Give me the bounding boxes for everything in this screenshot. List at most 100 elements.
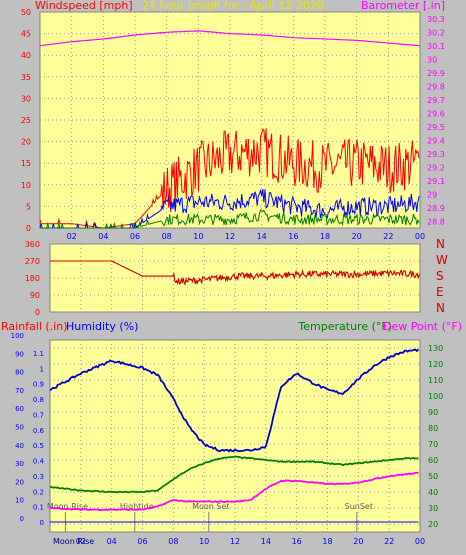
barometer-tick-label: 29.4 <box>427 136 445 145</box>
temperature-axis-ticks: 20 30 40 50 60 70 80 90 100 110 120 130 <box>428 344 443 529</box>
humidity-tick-label: 20 <box>15 478 24 486</box>
direction-tick-label: 90 <box>30 291 40 300</box>
temperature-tick-label: 80 <box>428 424 438 433</box>
event-label: Moon Rise <box>47 502 88 511</box>
barometer-tick-label: 30.1 <box>427 42 445 51</box>
windspeed-tick-label: 30 <box>21 94 31 103</box>
hour-tick-label: 14 <box>257 232 267 241</box>
temperature-tick-label: 130 <box>428 344 443 353</box>
hour-tick-label: 16 <box>292 537 302 546</box>
compass-letter: E <box>436 285 444 299</box>
hour-tick-label: 20 <box>352 232 362 241</box>
temperature-axis-label: Temperature (°F) <box>297 320 392 333</box>
hour-tick-label: 12 <box>230 537 240 546</box>
barometer-tick-label: 29.3 <box>427 150 445 159</box>
rainfall-tick-label: 0.9 <box>33 381 44 389</box>
temperature-tick-label: 30 <box>428 504 438 513</box>
temperature-tick-label: 40 <box>428 488 438 497</box>
humidity-tick-label: 80 <box>15 369 24 377</box>
wind-direction-line <box>50 260 421 286</box>
windspeed-axis-label: Windspeed [mph] <box>35 0 133 12</box>
wind-x-axis-ticks: 02 04 06 08 10 12 14 16 18 20 22 00 <box>67 232 426 241</box>
humidity-tick-label: 50 <box>15 424 24 432</box>
temperature-tick-label: 110 <box>428 376 443 385</box>
rainfall-tick-label: 0.3 <box>33 473 44 481</box>
wind-low-line <box>40 209 420 229</box>
chart-title: 24 hour graph for : April 12 2020 <box>142 0 324 12</box>
event-label: Hightide <box>120 502 154 511</box>
temperature-tick-label: 50 <box>428 472 438 481</box>
rainfall-axis-label: Rainfall (.in) <box>1 320 68 333</box>
compass-letter: N <box>436 301 445 315</box>
barometer-tick-label: 28.8 <box>427 217 445 226</box>
rainfall-tick-label: 1 <box>40 365 44 373</box>
hour-tick-label: 18 <box>320 232 330 241</box>
windspeed-tick-label: 15 <box>21 159 31 168</box>
hour-tick-label: 10 <box>199 537 209 546</box>
hour-tick-label: 12 <box>225 232 235 241</box>
hour-tick-label: 06 <box>130 232 140 241</box>
windspeed-tick-label: 5 <box>26 202 31 211</box>
windspeed-tick-label: 35 <box>21 73 31 82</box>
humidity-line <box>49 348 420 453</box>
hour-tick-label: 02 <box>67 232 77 241</box>
hour-tick-label: 00 <box>415 537 425 546</box>
hour-tick-label: 06 <box>137 537 147 546</box>
rainfall-axis-ticks: 0 0.1 0.2 0.3 0.4 0.5 0.6 0.7 0.8 0.9 1 1.1 <box>33 350 45 527</box>
temperature-tick-label: 100 <box>428 392 443 401</box>
wind-direction-series <box>50 260 421 286</box>
windspeed-tick-label: 40 <box>21 51 31 60</box>
rainfall-tick-label: 0.2 <box>33 488 44 496</box>
barometer-tick-label: 28.9 <box>427 204 445 213</box>
barometer-tick-label: 29.8 <box>427 82 445 91</box>
humidity-axis-ticks: 0 10 20 30 40 50 60 70 80 90 100 <box>11 332 24 523</box>
temperature-line <box>49 455 419 494</box>
barometer-tick-label: 30.3 <box>427 15 445 24</box>
rainfall-tick-label: 0.6 <box>33 427 45 435</box>
hour-tick-label: 22 <box>384 537 394 546</box>
humidity-tick-label: 10 <box>15 497 24 505</box>
barometer-tick-label: 29.9 <box>427 69 445 78</box>
barometer-tick-label: 29.6 <box>427 109 445 118</box>
direction-tick-label: 0 <box>35 308 40 317</box>
compass-letter: S <box>436 269 444 283</box>
hour-tick-label: 20 <box>353 537 363 546</box>
direction-tick-label: 270 <box>25 257 40 266</box>
humidity-tick-label: 90 <box>15 350 24 358</box>
temperature-tick-label: 120 <box>428 360 443 369</box>
barometer-tick-label: 29.2 <box>427 163 445 172</box>
dewpoint-axis-label: Dew Point (°F) <box>383 320 462 333</box>
windspeed-tick-label: 45 <box>21 30 31 39</box>
rainfall-tick-label: 0 <box>40 519 44 527</box>
rainfall-tick-label: 0.1 <box>33 504 44 512</box>
hour-tick-label: 08 <box>168 537 178 546</box>
barometer-axis-label: Barometer [.in] <box>361 0 445 12</box>
hour-tick-label: 18 <box>322 537 332 546</box>
windspeed-tick-label: 25 <box>21 116 31 125</box>
hour-tick-label: 00 <box>415 232 425 241</box>
barometer-tick-label: 29.1 <box>427 177 445 186</box>
hour-tick-label: 08 <box>162 232 172 241</box>
temperature-tick-label: 90 <box>428 408 438 417</box>
hour-tick-label: 02 <box>76 537 86 546</box>
humidity-temperature-panel: Moon Rise Hightide Moon Set SunSet 0 0.1 0.2 0… <box>1 320 462 546</box>
wind-barometer-series <box>39 30 421 229</box>
barometer-tick-label: 30.2 <box>427 28 445 37</box>
hour-tick-label: 04 <box>98 232 108 241</box>
event-label: Moon Set <box>192 502 229 511</box>
temperature-tick-label: 60 <box>428 456 438 465</box>
direction-axis-ticks: 0 90 180 270 360 <box>25 240 40 317</box>
compass-letter: W <box>436 253 448 267</box>
humidity-tick-label: 30 <box>15 460 24 468</box>
hour-tick-label: 10 <box>193 232 203 241</box>
rainfall-tick-label: 1.1 <box>33 350 44 358</box>
humidity-x-axis-ticks: 02 04 06 08 10 12 14 16 18 20 22 00 <box>76 537 425 546</box>
barometer-tick-label: 29.7 <box>427 96 445 105</box>
temperature-tick-label: 20 <box>428 520 438 529</box>
event-label: SunSet <box>345 502 373 511</box>
barometer-tick-label: 30 <box>427 55 437 64</box>
